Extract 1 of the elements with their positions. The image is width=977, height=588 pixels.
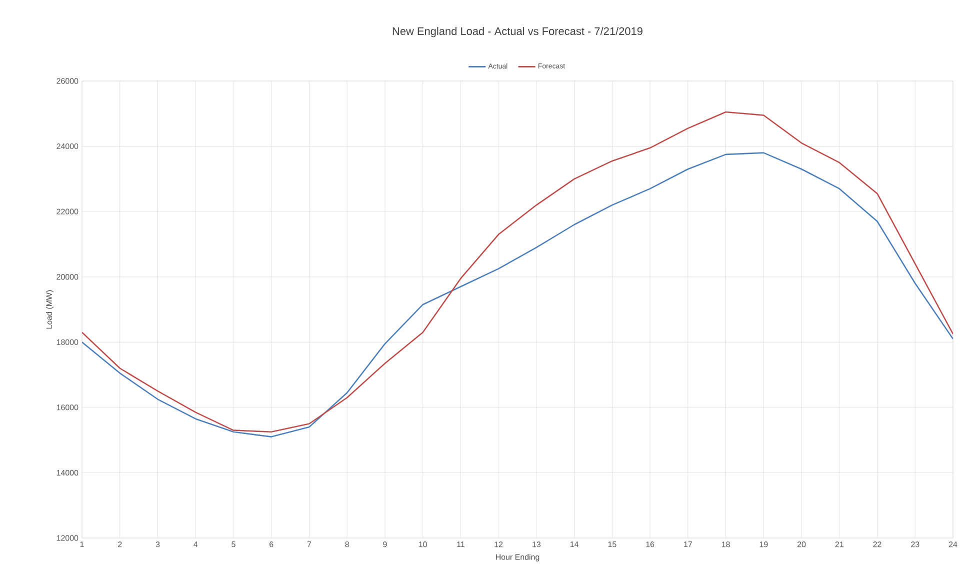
chart-title: New England Load - Actual vs Forecast - 7/21/2019 — [392, 27, 642, 38]
